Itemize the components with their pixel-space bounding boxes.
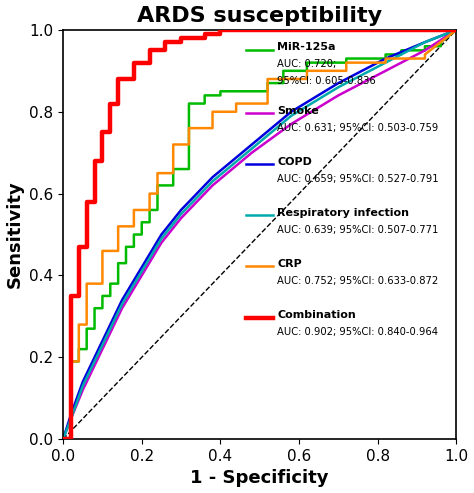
Title: ARDS susceptibility: ARDS susceptibility <box>137 5 383 26</box>
Text: Smoke: Smoke <box>277 106 319 115</box>
Text: COPD: COPD <box>277 157 312 167</box>
Text: AUC: 0.659; 95%CI: 0.527-0.791: AUC: 0.659; 95%CI: 0.527-0.791 <box>277 174 439 184</box>
Text: AUC: 0.631; 95%CI: 0.503-0.759: AUC: 0.631; 95%CI: 0.503-0.759 <box>277 123 438 133</box>
Text: AUC: 0.720;: AUC: 0.720; <box>277 59 337 70</box>
Text: 95%CI: 0.605-0.836: 95%CI: 0.605-0.836 <box>277 76 376 86</box>
Text: AUC: 0.902; 95%CI: 0.840-0.964: AUC: 0.902; 95%CI: 0.840-0.964 <box>277 327 438 337</box>
Text: Respiratory infection: Respiratory infection <box>277 208 410 218</box>
Text: CRP: CRP <box>277 259 302 269</box>
X-axis label: 1 - Specificity: 1 - Specificity <box>191 469 329 488</box>
Text: AUC: 0.639; 95%CI: 0.507-0.771: AUC: 0.639; 95%CI: 0.507-0.771 <box>277 225 439 235</box>
Text: MiR-125a: MiR-125a <box>277 42 336 52</box>
Text: Combination: Combination <box>277 310 356 320</box>
Text: AUC: 0.752; 95%CI: 0.633-0.872: AUC: 0.752; 95%CI: 0.633-0.872 <box>277 276 438 286</box>
Y-axis label: Sensitivity: Sensitivity <box>6 180 24 288</box>
